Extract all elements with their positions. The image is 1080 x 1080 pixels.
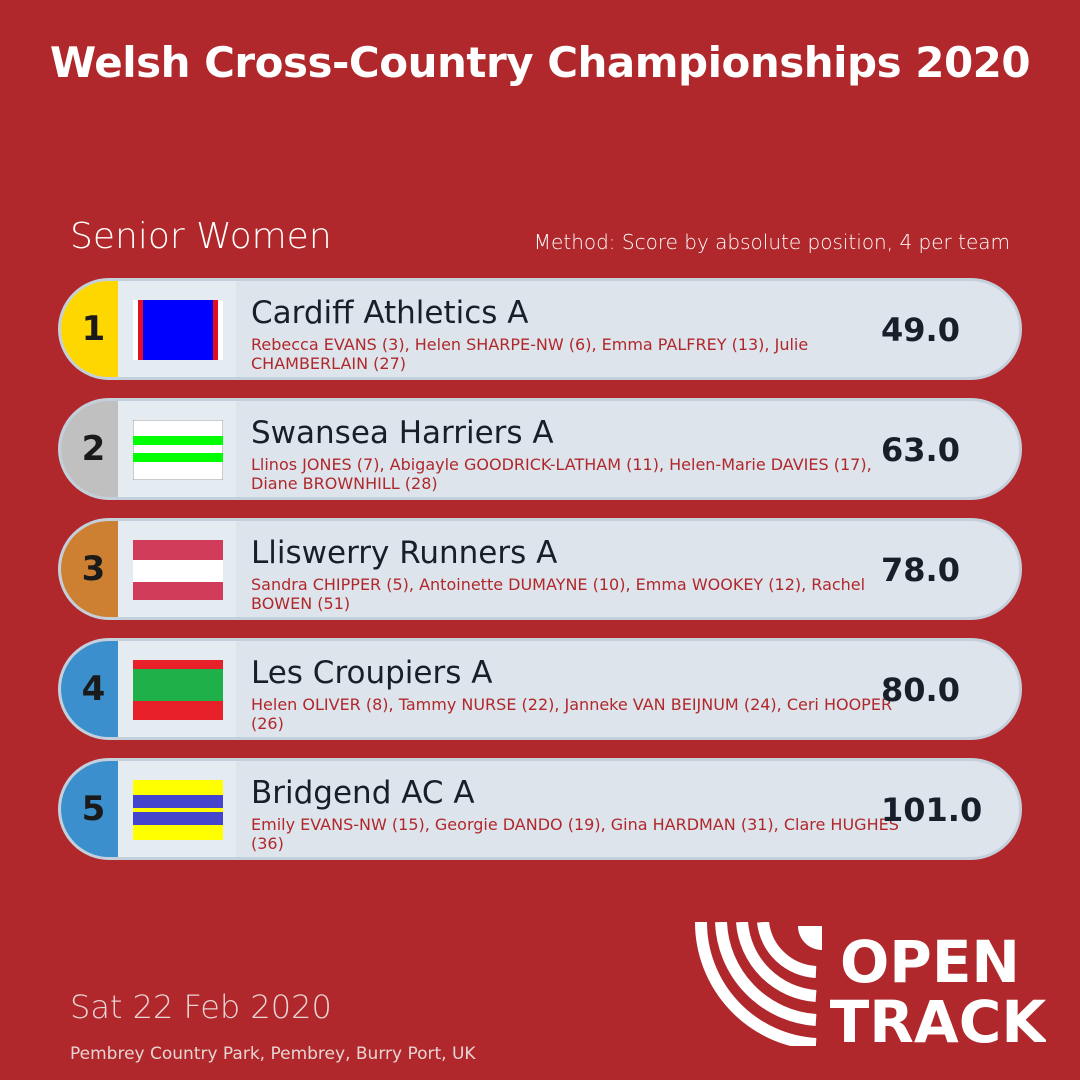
team-score: 78.0 [881, 551, 960, 589]
team-score: 80.0 [881, 671, 960, 709]
team-flag-icon [133, 780, 223, 840]
page-title: Welsh Cross-Country Championships 2020 [49, 38, 1031, 87]
logo-arc [715, 922, 817, 1026]
team-name: Les Croupiers A [251, 655, 493, 691]
team-score: 101.0 [881, 791, 983, 829]
team-flag-icon [133, 300, 223, 360]
rank-badge: 4 [61, 641, 118, 737]
logo-arc [736, 922, 817, 1002]
team-flag-icon [133, 420, 223, 480]
event-venue: Pembrey Country Park, Pembrey, Burry Por… [70, 1044, 476, 1064]
rank-badge: 5 [61, 761, 118, 857]
team-score: 63.0 [881, 431, 960, 469]
team-name: Swansea Harriers A [251, 415, 554, 451]
team-members: Llinos JONES (7), Abigayle GOODRICK-LATH… [251, 455, 872, 493]
team-score: 49.0 [881, 311, 960, 349]
team-name: Bridgend AC A [251, 775, 475, 811]
logo-arc [694, 922, 817, 1046]
team-members: Sandra CHIPPER (5), Antoinette DUMAYNE (… [251, 575, 866, 613]
method-label: Method: Score by absolute position, 4 pe… [533, 230, 1010, 254]
rank-badge: 3 [61, 521, 118, 617]
logo-text-track: TRACK [830, 988, 1046, 1046]
opentrack-logo: OPEN TRACK [694, 922, 1046, 1046]
event-date: Sat 22 Feb 2020 [70, 988, 332, 1026]
team-members: Emily EVANS-NW (15), Georgie DANDO (19),… [251, 815, 899, 853]
team-row: 2 Swansea Harriers A Llinos JONES (7), A… [58, 398, 1022, 500]
team-row: 5 Bridgend AC A Emily EVANS-NW (15), Geo… [58, 758, 1022, 860]
team-flag-icon [133, 660, 223, 720]
team-row: 4 Les Croupiers A Helen OLIVER (8), Tamm… [58, 638, 1022, 740]
team-row: 1 Cardiff Athletics A Rebecca EVANS (3),… [58, 278, 1022, 380]
team-members: Helen OLIVER (8), Tammy NURSE (22), Jann… [251, 695, 893, 733]
team-name: Lliswerry Runners A [251, 535, 558, 571]
team-name: Cardiff Athletics A [251, 295, 529, 331]
rank-badge: 2 [61, 401, 118, 497]
team-row: 3 Lliswerry Runners A Sandra CHIPPER (5)… [58, 518, 1022, 620]
category-label: Senior Women [70, 216, 332, 257]
logo-arc [757, 922, 817, 978]
team-flag-icon [133, 540, 223, 600]
rank-badge: 1 [61, 281, 118, 377]
logo-text-open: OPEN [840, 928, 1020, 996]
team-members: Rebecca EVANS (3), Helen SHARPE-NW (6), … [251, 335, 809, 373]
